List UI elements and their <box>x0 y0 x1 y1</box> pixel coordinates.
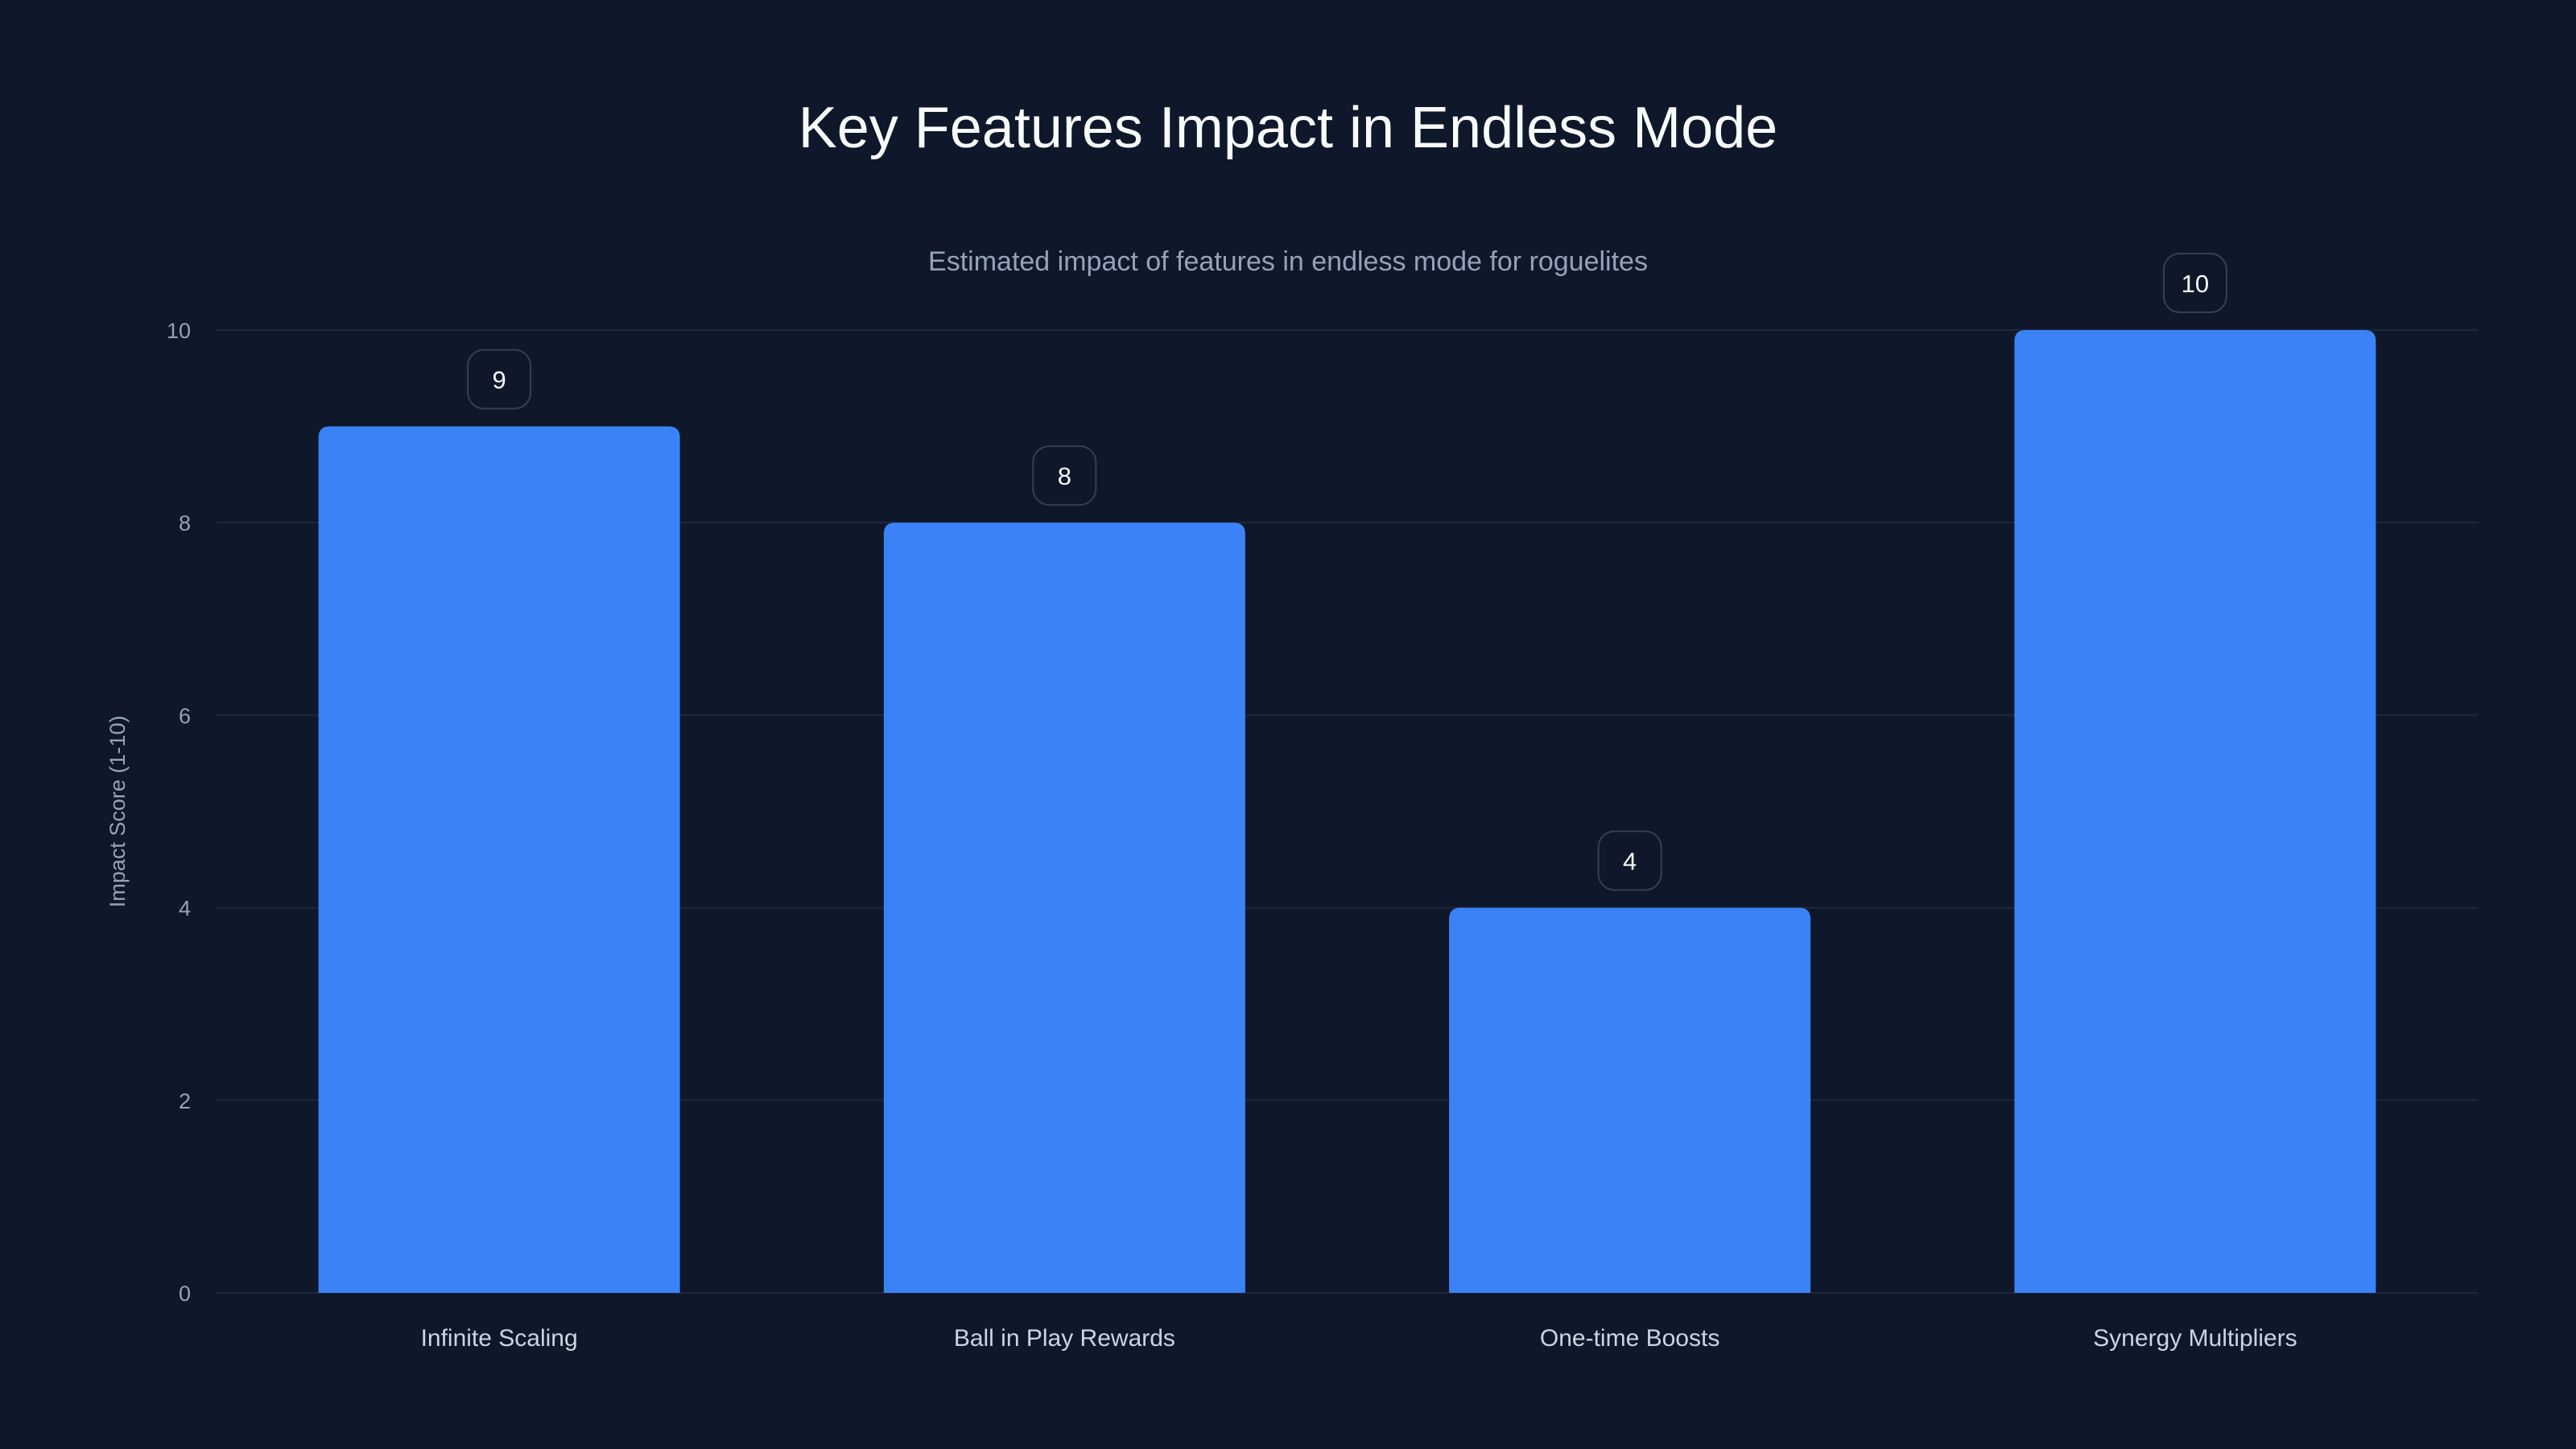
x-tick-label: Ball in Play Rewards <box>954 1325 1175 1352</box>
y-tick-label: 2 <box>179 1089 191 1113</box>
value-badge <box>2162 253 2227 313</box>
value-label: 4 <box>1623 848 1637 876</box>
x-tick-label: One-time Boosts <box>1540 1325 1719 1352</box>
value-label: 8 <box>1058 462 1071 490</box>
y-axis-label: Impact Score (1-10) <box>105 716 130 908</box>
y-tick-label: 0 <box>179 1282 191 1306</box>
x-tick-label: Infinite Scaling <box>421 1325 578 1352</box>
bar <box>883 522 1245 1293</box>
value-badge <box>1597 830 1662 891</box>
value-label: 9 <box>493 366 506 394</box>
value-badge <box>1032 445 1097 506</box>
y-tick-label: 6 <box>179 704 191 728</box>
bar <box>2014 330 2376 1293</box>
value-badge <box>467 349 532 410</box>
y-tick-label: 4 <box>179 897 191 921</box>
bar <box>318 426 680 1293</box>
x-tick-label: Synergy Multipliers <box>2093 1325 2297 1352</box>
value-label: 10 <box>2182 270 2209 298</box>
chart-title: Key Features Impact in Endless Mode <box>798 96 1778 160</box>
y-tick-label: 10 <box>167 319 191 343</box>
y-tick-label: 8 <box>179 511 191 535</box>
chart-subtitle: Estimated impact of features in endless … <box>928 246 1648 277</box>
bar <box>1449 907 1811 1293</box>
